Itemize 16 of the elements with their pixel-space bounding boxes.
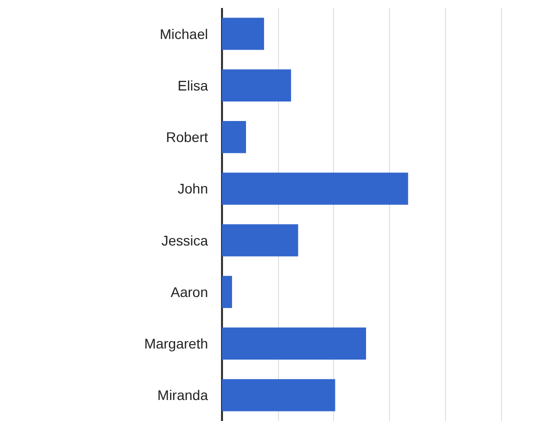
y-tick-label: Robert: [166, 129, 208, 146]
bar: [222, 121, 246, 154]
y-tick-label: Aaron: [170, 284, 208, 300]
bar: [222, 276, 232, 308]
y-tick-label: Michael: [160, 26, 208, 42]
bar: [222, 172, 408, 205]
bar: [222, 328, 366, 360]
bar: [222, 379, 336, 412]
y-tick-label: Elisa: [178, 77, 208, 94]
y-tick-label: John: [178, 180, 208, 197]
bar: [222, 18, 264, 50]
y-tick-label: Miranda: [157, 387, 208, 404]
y-tick-label: Jessica: [161, 232, 208, 248]
bar: [222, 224, 298, 256]
bar: [222, 69, 292, 102]
y-tick-label: Margareth: [144, 336, 208, 352]
